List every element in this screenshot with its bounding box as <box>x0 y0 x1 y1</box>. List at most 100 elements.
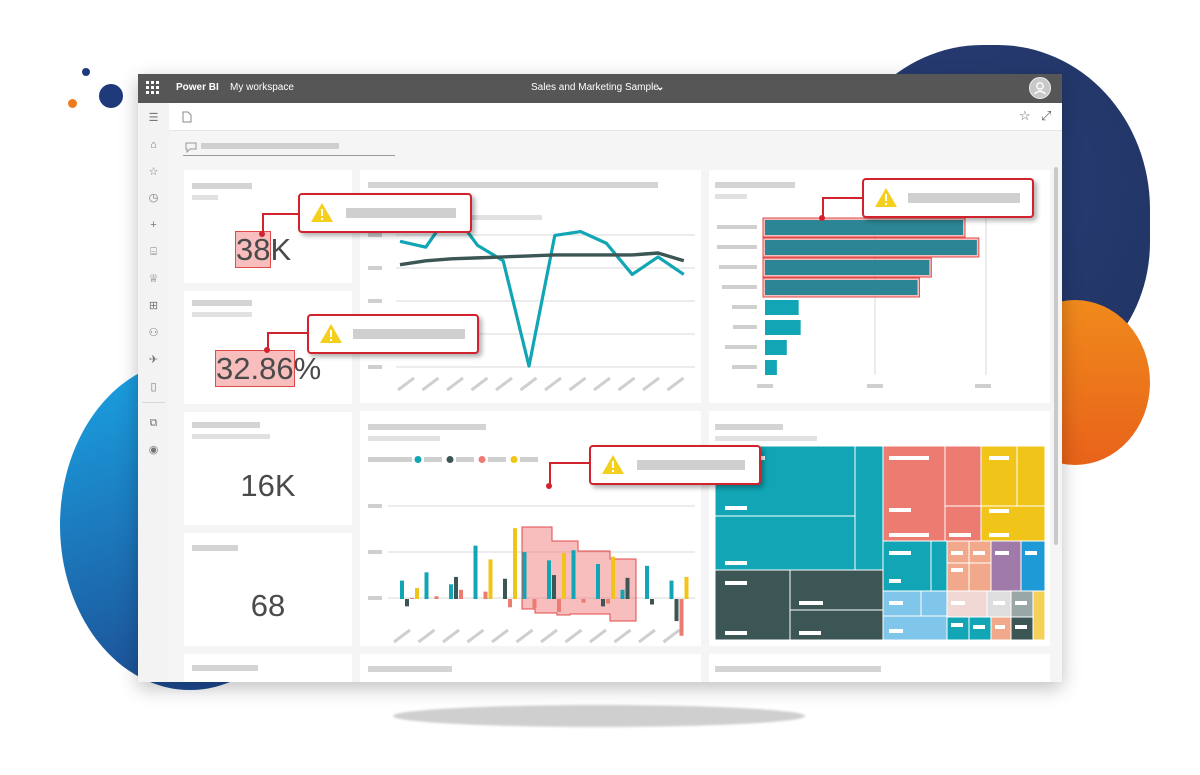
people-icon[interactable]: ⚇ <box>148 327 159 339</box>
callout-text-placeholder <box>353 329 465 339</box>
action-bar: ☆ ⤢ <box>169 103 1062 131</box>
treemap-label <box>995 551 1009 555</box>
treemap-label <box>889 533 929 537</box>
hamburger-icon[interactable]: ☰ <box>148 112 159 124</box>
x-tick-label <box>867 384 883 388</box>
warning-callout-2[interactable] <box>307 314 479 354</box>
column-bar <box>571 550 576 599</box>
star-icon[interactable]: ☆ <box>148 166 159 178</box>
clock-icon[interactable]: ◷ <box>148 192 159 204</box>
column-bar <box>679 599 684 636</box>
legend-marker <box>510 456 518 463</box>
callout-connector <box>822 197 824 217</box>
treemap-tile[interactable] <box>709 411 1050 646</box>
column-bar <box>503 578 507 599</box>
column-bar <box>581 599 586 603</box>
treemap-label <box>799 601 823 605</box>
legend-marker <box>478 456 486 463</box>
file-icon[interactable] <box>182 111 192 123</box>
treemap-label <box>951 551 963 555</box>
callout-connector <box>822 197 862 199</box>
comment-icon[interactable] <box>185 142 197 153</box>
callout-anchor-dot <box>546 483 552 489</box>
treemap-cell <box>944 445 982 507</box>
app-name[interactable]: Power BI <box>176 82 219 93</box>
kpi-tile-5[interactable] <box>184 654 352 682</box>
bar <box>765 300 799 315</box>
trophy-icon[interactable]: ♕ <box>148 273 159 285</box>
treemap-cell <box>1020 540 1046 592</box>
treemap-cell <box>1032 590 1046 641</box>
treemap-label <box>799 631 821 635</box>
series-line-2 <box>399 251 685 267</box>
column-bar <box>620 589 625 599</box>
tile-title-placeholder <box>715 182 795 188</box>
x-tick-label <box>397 376 415 392</box>
x-tick-label <box>589 628 607 644</box>
kpi-value-highlight: 38 <box>234 231 272 268</box>
database-icon[interactable]: ⌸ <box>150 246 157 258</box>
category-label <box>717 225 757 229</box>
book-icon[interactable]: ▯ <box>150 381 157 393</box>
qna-placeholder[interactable] <box>201 143 339 149</box>
favorite-icon[interactable]: ☆ <box>1019 108 1031 123</box>
tile-title-placeholder <box>192 545 238 551</box>
legend-label <box>456 457 474 462</box>
treemap-label <box>889 601 903 605</box>
chevron-down-icon[interactable]: ⌄ <box>656 82 665 93</box>
kpi-tile-4[interactable]: 68 <box>184 533 352 646</box>
column-bar <box>483 591 488 599</box>
fullscreen-icon[interactable]: ⤢ <box>1041 108 1052 123</box>
x-tick-label <box>421 376 440 392</box>
column-bar <box>562 553 566 599</box>
navy-dot <box>99 84 123 108</box>
callout-anchor-dot <box>259 231 265 237</box>
app-launcher-icon[interactable] <box>146 81 160 95</box>
report-title[interactable]: Sales and Marketing Sample <box>531 82 659 93</box>
x-tick-label <box>393 628 411 644</box>
power-bi-window: Power BI My workspace Sales and Marketin… <box>138 74 1062 682</box>
warning-callout-1[interactable] <box>298 193 472 233</box>
kpi-value-highlight: 32.86 <box>215 350 295 387</box>
bottom-tile-3[interactable] <box>709 654 1050 682</box>
x-tick-label <box>491 628 509 644</box>
tile-title-placeholder <box>192 422 260 428</box>
workspace-breadcrumb[interactable]: My workspace <box>230 82 294 93</box>
home-icon[interactable]: ⌂ <box>150 139 157 151</box>
warning-callout-3[interactable] <box>862 178 1034 218</box>
callout-connector <box>267 332 269 350</box>
warning-icon <box>311 203 333 222</box>
bar <box>765 240 977 255</box>
treemap-cell <box>968 562 992 592</box>
account-avatar[interactable] <box>1029 77 1051 99</box>
treemap-cell <box>946 562 970 592</box>
warning-callout-4[interactable] <box>589 445 761 485</box>
bottom-tile-2[interactable] <box>360 654 701 682</box>
treemap-label <box>889 629 903 633</box>
legend-label <box>520 457 538 462</box>
legend-label <box>488 457 506 462</box>
category-label <box>717 245 757 249</box>
vertical-scrollbar[interactable] <box>1054 167 1058 545</box>
tile-title-placeholder <box>192 665 258 671</box>
column-bar <box>434 596 439 599</box>
treemap-cell <box>980 445 1018 507</box>
kpi-value: 68 <box>250 588 286 623</box>
y-tick-label <box>368 504 382 508</box>
plus-icon[interactable]: + <box>150 219 157 231</box>
workspace-icon[interactable]: ⧉ <box>149 417 158 429</box>
bar <box>765 360 777 375</box>
treemap-label <box>949 533 971 537</box>
kpi-tile-3[interactable]: 16K <box>184 412 352 525</box>
column-bar <box>601 599 605 607</box>
apps-icon[interactable]: ⊞ <box>148 300 159 312</box>
warning-icon <box>320 324 342 343</box>
kpi-value: 32.86% <box>215 350 321 387</box>
callout-connector <box>262 213 298 215</box>
column-bar <box>449 584 453 599</box>
category-label <box>722 285 757 289</box>
column-chart-tile[interactable] <box>360 411 701 646</box>
rocket-icon[interactable]: ✈ <box>148 354 159 366</box>
treemap-label <box>989 456 1009 460</box>
user-icon[interactable]: ◉ <box>148 444 159 456</box>
